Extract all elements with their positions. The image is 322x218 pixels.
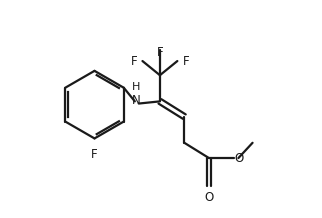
Text: O: O: [235, 152, 244, 165]
Text: F: F: [91, 148, 98, 161]
Text: O: O: [204, 191, 213, 204]
Text: F: F: [156, 46, 163, 59]
Text: N: N: [132, 94, 140, 107]
Text: F: F: [130, 54, 137, 68]
Text: F: F: [183, 54, 189, 68]
Text: H: H: [132, 82, 140, 92]
